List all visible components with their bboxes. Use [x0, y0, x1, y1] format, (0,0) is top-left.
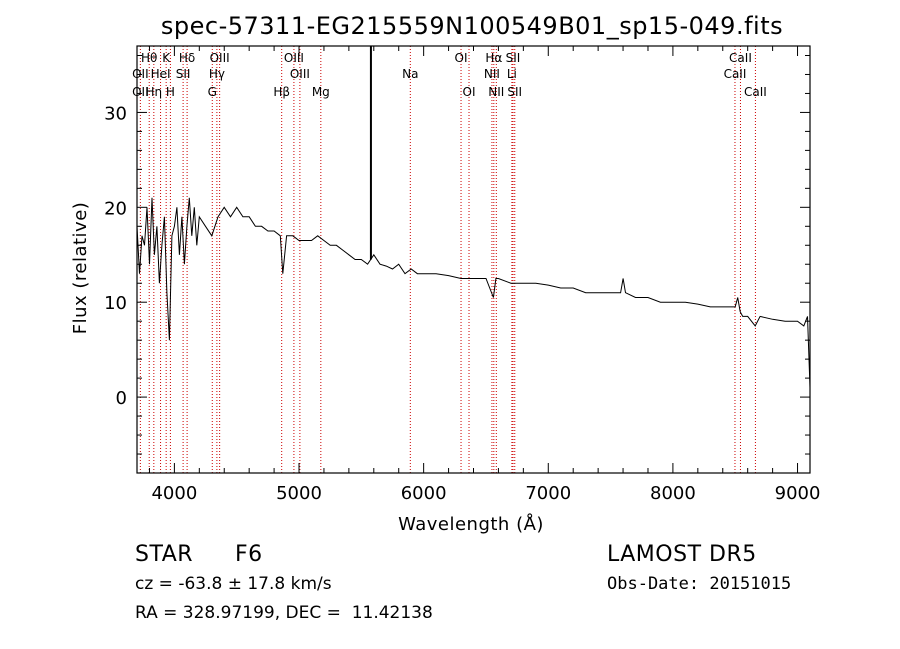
- survey-name: LAMOST DR5: [607, 542, 757, 567]
- x-tick-label: 9000: [775, 483, 821, 504]
- line-label: SII: [507, 85, 522, 99]
- line-label: Hγ: [209, 67, 225, 81]
- line-label: Na: [402, 67, 418, 81]
- line-label: OII: [132, 85, 149, 99]
- line-label: SII: [176, 67, 191, 81]
- x-tick-label: 7000: [525, 483, 571, 504]
- line-label: Hδ: [179, 51, 195, 65]
- line-label: CaII: [724, 67, 747, 81]
- line-label: K: [162, 51, 171, 65]
- line-label: OIII: [284, 51, 304, 65]
- line-label: HeI: [151, 67, 171, 81]
- axis-ticks: 4000 5000 6000 7000 8000 9000 0 10 20 30: [104, 46, 820, 504]
- object-subclass: F6: [235, 542, 263, 567]
- x-tick-label: 8000: [650, 483, 696, 504]
- x-tick-label: 5000: [276, 483, 322, 504]
- line-label: Hα: [485, 51, 502, 65]
- line-markers: [139, 46, 756, 473]
- line-label: SII: [506, 51, 521, 65]
- y-tick-label: 20: [104, 198, 127, 219]
- line-label: Hθ: [141, 51, 157, 65]
- y-tick-label: 30: [104, 103, 127, 124]
- line-label: CaII: [744, 85, 767, 99]
- y-tick-label: 0: [116, 388, 127, 409]
- line-label: OIII: [290, 67, 310, 81]
- chart-title: spec-57311-EG215559N100549B01_sp15-049.f…: [161, 12, 783, 40]
- line-label: H: [166, 85, 175, 99]
- plot-frame: [136, 45, 811, 474]
- coordinates: RA = 328.97199, DEC = 11.42138: [135, 603, 433, 623]
- line-label: Hβ: [273, 85, 290, 99]
- line-label: CaII: [729, 51, 752, 65]
- redshift-velocity: cz = -63.8 ± 17.8 km/s: [135, 574, 332, 594]
- x-tick-label: 6000: [401, 483, 447, 504]
- line-label: Hη: [146, 85, 163, 99]
- line-label: G: [208, 85, 217, 99]
- object-class: STAR: [135, 542, 194, 567]
- line-label: Li: [507, 67, 517, 81]
- y-axis-label: Flux (relative): [70, 202, 91, 335]
- x-tick-label: 4000: [151, 483, 197, 504]
- line-label: NII: [484, 67, 500, 81]
- line-label: OI: [463, 85, 476, 99]
- spectrum-series-line: [136, 197, 811, 388]
- x-axis-label: Wavelength (Å): [398, 513, 544, 535]
- line-label: OI: [455, 51, 468, 65]
- line-label: NII: [488, 85, 504, 99]
- line-label: Mg: [312, 85, 330, 99]
- y-tick-label: 10: [104, 293, 127, 314]
- line-label: OIII: [210, 51, 230, 65]
- line-labels: Hθ K Hδ OIII OIII OI Hα SII CaII OII HeI SII Hγ OIII N…: [132, 51, 767, 99]
- observation-date: Obs-Date: 20151015: [607, 574, 792, 594]
